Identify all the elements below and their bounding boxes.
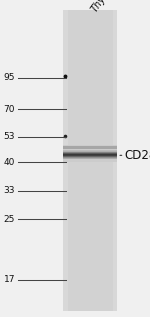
Bar xyxy=(63,154,117,155)
Bar xyxy=(63,156,117,157)
Bar xyxy=(63,151,117,152)
Bar xyxy=(63,157,117,158)
Text: 25: 25 xyxy=(4,215,15,224)
Bar xyxy=(63,150,117,151)
Text: 33: 33 xyxy=(3,186,15,195)
Bar xyxy=(63,146,117,147)
Bar xyxy=(63,149,117,150)
Bar xyxy=(63,146,117,149)
Bar xyxy=(63,10,117,311)
Bar xyxy=(63,158,117,159)
Text: 70: 70 xyxy=(3,105,15,114)
Text: Thymus: Thymus xyxy=(89,0,120,14)
Bar xyxy=(63,161,117,162)
Bar xyxy=(63,153,117,154)
Text: CD28: CD28 xyxy=(120,149,150,162)
Text: 17: 17 xyxy=(3,275,15,284)
Bar xyxy=(63,159,117,160)
Text: 53: 53 xyxy=(3,133,15,141)
Bar xyxy=(63,145,117,146)
Text: 95: 95 xyxy=(3,73,15,82)
Bar xyxy=(63,160,117,161)
Text: 40: 40 xyxy=(4,158,15,167)
Bar xyxy=(68,10,112,311)
Bar xyxy=(63,155,117,156)
Bar xyxy=(63,152,117,153)
Bar xyxy=(63,148,117,149)
Bar xyxy=(63,147,117,148)
